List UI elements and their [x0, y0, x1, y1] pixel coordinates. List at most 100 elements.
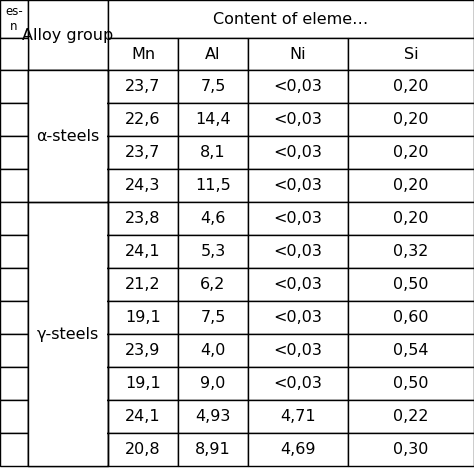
- Bar: [0, 136, 28, 169]
- Bar: [108, 202, 178, 235]
- Bar: [108, 400, 178, 433]
- Bar: [178, 301, 248, 334]
- Text: 8,1: 8,1: [200, 145, 226, 160]
- Text: Si: Si: [404, 46, 419, 62]
- Bar: [178, 169, 248, 202]
- Bar: [0, 202, 28, 235]
- Bar: [178, 400, 248, 433]
- Bar: [248, 235, 348, 268]
- Text: 24,3: 24,3: [125, 178, 161, 193]
- Text: 0,20: 0,20: [393, 145, 429, 160]
- Bar: [108, 0, 474, 38]
- Text: Ni: Ni: [290, 46, 306, 62]
- Text: 0,20: 0,20: [393, 178, 429, 193]
- Bar: [248, 400, 348, 433]
- Bar: [178, 38, 248, 70]
- Text: 23,9: 23,9: [125, 343, 161, 358]
- Bar: [28, 301, 108, 334]
- Text: 0,50: 0,50: [393, 376, 429, 391]
- Text: 4,93: 4,93: [195, 409, 231, 424]
- Text: 5,3: 5,3: [201, 244, 226, 259]
- Bar: [348, 235, 474, 268]
- Bar: [248, 433, 348, 466]
- Text: 0,32: 0,32: [393, 244, 428, 259]
- Bar: [0, 103, 28, 136]
- Text: 0,60: 0,60: [393, 310, 429, 325]
- Text: 23,8: 23,8: [125, 211, 161, 226]
- Bar: [348, 400, 474, 433]
- Text: <0,03: <0,03: [273, 277, 322, 292]
- Bar: [348, 38, 474, 70]
- Text: 4,71: 4,71: [280, 409, 316, 424]
- Bar: [0, 0, 28, 38]
- Text: <0,03: <0,03: [273, 112, 322, 127]
- Bar: [248, 268, 348, 301]
- Bar: [0, 433, 28, 466]
- Text: 4,69: 4,69: [280, 442, 316, 457]
- Text: <0,03: <0,03: [273, 310, 322, 325]
- Bar: [0, 70, 28, 103]
- Bar: [0, 268, 28, 301]
- Bar: [178, 334, 248, 367]
- Bar: [178, 136, 248, 169]
- Bar: [248, 202, 348, 235]
- Bar: [0, 367, 28, 400]
- Text: 8,91: 8,91: [195, 442, 231, 457]
- Bar: [28, 70, 108, 103]
- Text: 9,0: 9,0: [201, 376, 226, 391]
- Bar: [108, 301, 178, 334]
- Bar: [178, 367, 248, 400]
- Text: <0,03: <0,03: [273, 244, 322, 259]
- Bar: [348, 103, 474, 136]
- Bar: [0, 235, 28, 268]
- Text: es-
n: es- n: [5, 5, 23, 33]
- Text: γ-steels: γ-steels: [37, 327, 99, 341]
- Text: Mn: Mn: [131, 46, 155, 62]
- Text: 7,5: 7,5: [201, 310, 226, 325]
- Bar: [348, 334, 474, 367]
- Bar: [28, 268, 108, 301]
- Text: 23,7: 23,7: [125, 145, 161, 160]
- Bar: [28, 202, 108, 466]
- Bar: [108, 169, 178, 202]
- Bar: [248, 367, 348, 400]
- Bar: [248, 301, 348, 334]
- Bar: [28, 235, 108, 268]
- Text: 0,50: 0,50: [393, 277, 429, 292]
- Bar: [248, 38, 348, 70]
- Bar: [248, 70, 348, 103]
- Text: 20,8: 20,8: [125, 442, 161, 457]
- Bar: [0, 400, 28, 433]
- Bar: [178, 103, 248, 136]
- Bar: [178, 268, 248, 301]
- Text: 6,2: 6,2: [201, 277, 226, 292]
- Bar: [28, 136, 108, 169]
- Bar: [348, 136, 474, 169]
- Text: 19,1: 19,1: [125, 310, 161, 325]
- Bar: [348, 301, 474, 334]
- Bar: [0, 169, 28, 202]
- Text: <0,03: <0,03: [273, 79, 322, 94]
- Text: 0,20: 0,20: [393, 112, 429, 127]
- Bar: [108, 268, 178, 301]
- Bar: [28, 433, 108, 466]
- Text: 22,6: 22,6: [125, 112, 161, 127]
- Bar: [0, 301, 28, 334]
- Text: 0,30: 0,30: [393, 442, 428, 457]
- Bar: [178, 70, 248, 103]
- Bar: [108, 70, 178, 103]
- Text: Content of eleme…: Content of eleme…: [213, 11, 369, 27]
- Text: 0,20: 0,20: [393, 79, 429, 94]
- Text: 11,5: 11,5: [195, 178, 231, 193]
- Text: <0,03: <0,03: [273, 343, 322, 358]
- Text: 0,54: 0,54: [393, 343, 429, 358]
- Text: 14,4: 14,4: [195, 112, 231, 127]
- Text: <0,03: <0,03: [273, 145, 322, 160]
- Bar: [28, 169, 108, 202]
- Bar: [28, 202, 108, 235]
- Bar: [28, 0, 108, 70]
- Bar: [348, 70, 474, 103]
- Text: 4,6: 4,6: [201, 211, 226, 226]
- Text: 19,1: 19,1: [125, 376, 161, 391]
- Text: 24,1: 24,1: [125, 244, 161, 259]
